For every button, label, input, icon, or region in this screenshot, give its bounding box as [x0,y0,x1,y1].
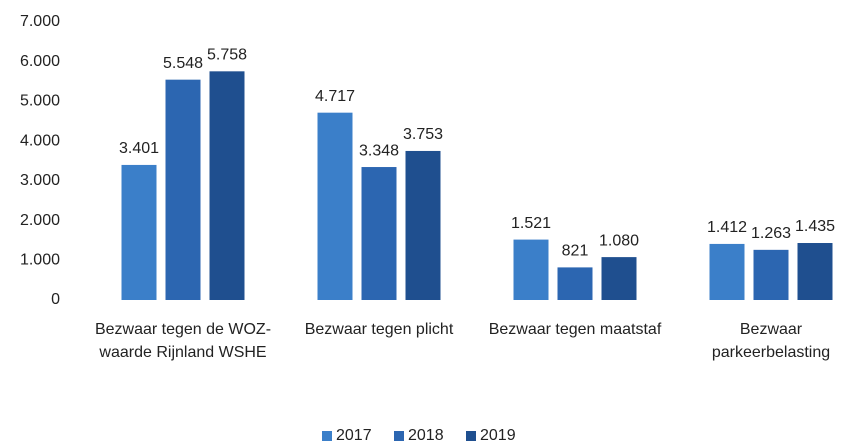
x-tick-label: Bezwaar tegen plicht [304,321,454,338]
legend-swatch [466,431,476,441]
y-tick-label: 5.000 [20,93,60,110]
y-tick-label: 0 [51,291,60,308]
bar [513,239,549,300]
data-label: 1.521 [511,215,551,232]
x-tick-label: Bezwaar tegen de WOZ-waarde Rijnland WSH… [94,321,272,361]
y-tick-label: 2.000 [20,212,60,229]
data-label: 3.401 [119,140,159,157]
bar [557,267,593,300]
legend-label: 2017 [336,427,372,444]
y-tick-label: 6.000 [20,53,60,70]
bar [165,79,201,300]
data-label: 3.753 [403,126,443,143]
legend-label: 2018 [408,427,444,444]
data-label: 3.348 [359,142,399,159]
data-label: 1.263 [751,225,791,242]
bar [797,243,833,300]
legend-swatch [322,431,332,441]
bar [601,257,637,300]
x-tick-label: Bezwaar parkeerbelasting [711,321,831,361]
bar [209,71,245,301]
bar [709,243,745,300]
bar [405,150,441,300]
legend-label: 2019 [480,427,516,444]
data-label: 5.758 [207,47,247,64]
data-label: 1.080 [599,232,639,249]
bar [753,249,789,300]
data-label: 5.548 [163,55,203,72]
data-label: 4.717 [315,88,355,105]
y-tick-label: 4.000 [20,132,60,149]
y-tick-label: 1.000 [20,252,60,269]
bar [121,164,157,300]
y-tick-label: 7.000 [20,13,60,30]
bar [317,112,353,300]
data-label: 821 [562,243,589,260]
data-label: 1.435 [795,218,835,235]
data-label: 1.412 [707,219,747,236]
y-tick-label: 3.000 [20,172,60,189]
bar [361,167,397,300]
legend-swatch [394,431,404,441]
x-tick-label: Bezwaar tegen maatstaf [488,321,662,338]
